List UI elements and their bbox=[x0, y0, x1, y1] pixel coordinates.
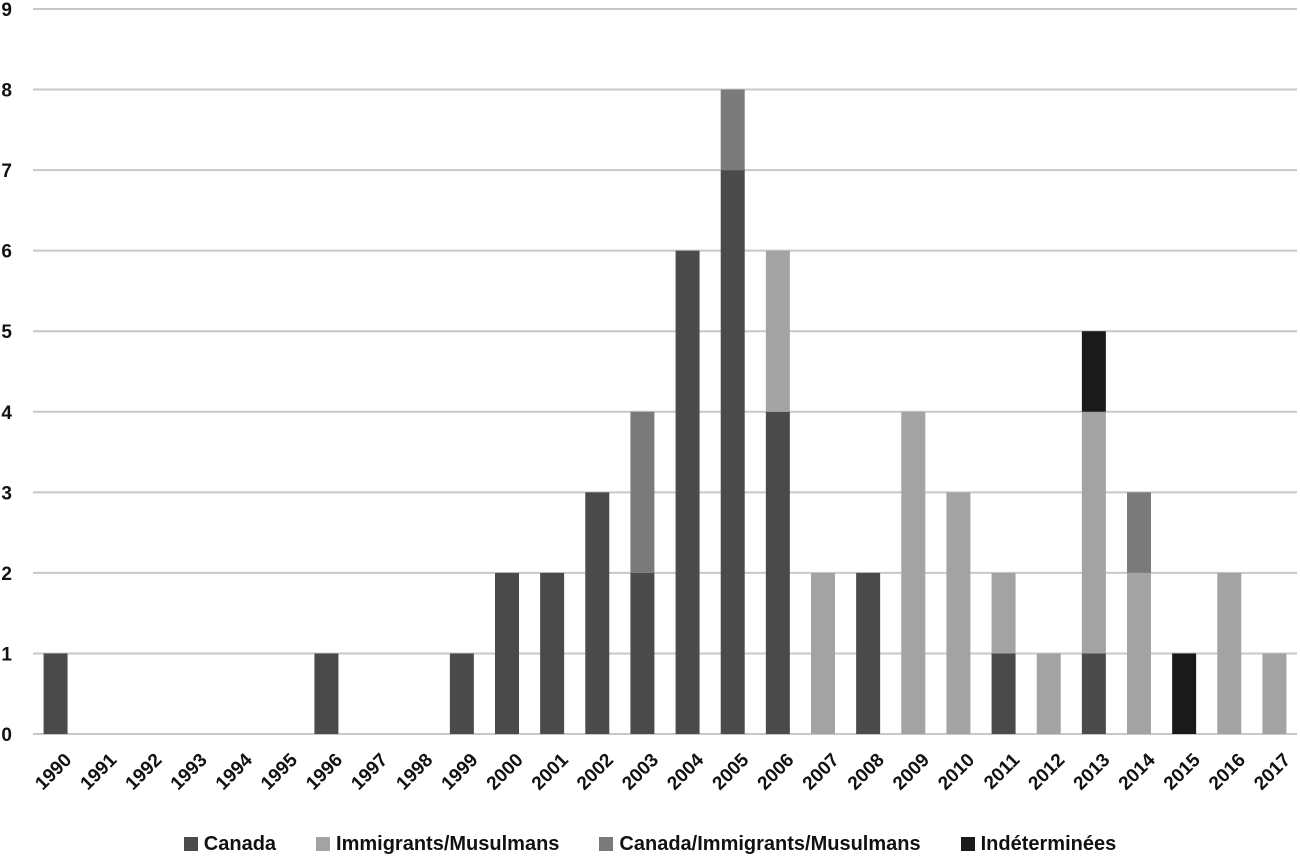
x-tick-label: 2008 bbox=[844, 750, 889, 795]
x-tick-label: 1990 bbox=[31, 750, 76, 795]
bar-segment bbox=[1036, 653, 1061, 734]
x-tick-label: 1997 bbox=[347, 750, 392, 795]
bar-segment bbox=[1217, 572, 1242, 734]
bar-segment bbox=[314, 653, 339, 734]
x-tick-label: 1994 bbox=[212, 749, 257, 794]
x-tick-label: 2006 bbox=[754, 750, 799, 795]
x-axis-ticks: 1990 1991 1992 1993 1994 1995 1996 1997 1998 1999… bbox=[31, 749, 1295, 794]
y-tick-label: 9 bbox=[1, 0, 12, 21]
legend-swatch bbox=[316, 837, 331, 851]
legend-item-canada: Canada bbox=[183, 832, 277, 856]
legend-item-canada-immigrants-musulmans: Canada/Immigrants/Musulmans bbox=[599, 832, 921, 856]
bar-segment bbox=[630, 572, 655, 734]
x-tick-label: 2007 bbox=[799, 750, 844, 795]
bar-segment bbox=[585, 492, 610, 734]
y-tick-label: 7 bbox=[1, 161, 12, 182]
bars bbox=[43, 89, 1287, 735]
x-tick-label: 2002 bbox=[573, 750, 618, 795]
bar-segment bbox=[720, 170, 745, 735]
gridlines bbox=[33, 8, 1297, 735]
bar-segment bbox=[991, 572, 1016, 654]
x-tick-label: 2013 bbox=[1070, 750, 1115, 795]
y-tick-label: 0 bbox=[1, 725, 12, 746]
x-tick-label: 1998 bbox=[393, 750, 438, 795]
x-tick-label: 1992 bbox=[122, 750, 167, 795]
bar-segment bbox=[720, 89, 745, 171]
bar-segment bbox=[495, 572, 519, 734]
x-tick-label: 2017 bbox=[1250, 750, 1295, 795]
x-tick-label: 1991 bbox=[77, 749, 122, 794]
bar-segment bbox=[1081, 653, 1106, 734]
legend-label: Indéterminées bbox=[980, 832, 1117, 855]
bar-segment bbox=[1127, 572, 1151, 734]
x-tick-label: 1995 bbox=[257, 749, 302, 794]
x-tick-label: 2003 bbox=[618, 750, 663, 795]
bar-segment bbox=[1172, 653, 1197, 734]
x-tick-label: 2011 bbox=[980, 749, 1024, 793]
bar-segment bbox=[901, 411, 926, 734]
bar-segment bbox=[43, 653, 68, 734]
y-tick-label: 8 bbox=[1, 81, 12, 102]
y-tick-label: 1 bbox=[1, 644, 12, 665]
legend-item-immigrants-musulmans: Immigrants/Musulmans bbox=[316, 833, 559, 856]
legend-item-indeterminees: Indéterminées bbox=[960, 832, 1117, 856]
x-tick-label: 2014 bbox=[1115, 749, 1160, 794]
legend-label: Canada bbox=[203, 832, 277, 855]
x-tick-label: 2015 bbox=[1160, 749, 1205, 794]
x-tick-label: 1999 bbox=[438, 750, 483, 795]
legend-label: Canada/Immigrants/Musulmans bbox=[619, 832, 921, 855]
bar-segment bbox=[991, 653, 1016, 734]
bar-segment bbox=[675, 250, 700, 734]
y-tick-label: 2 bbox=[1, 564, 12, 585]
bar-segment bbox=[1081, 411, 1106, 654]
legend-label: Immigrants/Musulmans bbox=[336, 832, 560, 855]
bar-segment bbox=[811, 572, 835, 734]
x-tick-label: 2016 bbox=[1205, 750, 1250, 795]
y-tick-label: 4 bbox=[1, 403, 12, 424]
bar-segment bbox=[1262, 653, 1287, 734]
bar-segment bbox=[1127, 492, 1151, 573]
y-tick-label: 6 bbox=[1, 242, 12, 263]
y-axis-ticks: 0 1 2 3 4 5 6 7 8 9 bbox=[1, 0, 12, 746]
bar-segment bbox=[540, 572, 565, 734]
bar-segment bbox=[946, 492, 971, 734]
x-tick-label: 2012 bbox=[1025, 750, 1070, 795]
x-tick-label: 2010 bbox=[934, 750, 979, 795]
legend-swatch bbox=[960, 837, 975, 851]
bar-segment bbox=[765, 411, 790, 734]
y-tick-label: 5 bbox=[1, 322, 12, 343]
x-tick-label: 2000 bbox=[483, 750, 528, 795]
x-tick-label: 1996 bbox=[302, 750, 347, 795]
bar-segment bbox=[856, 572, 881, 734]
x-tick-label: 2009 bbox=[889, 750, 934, 795]
x-tick-label: 1993 bbox=[167, 750, 212, 795]
bar-segment bbox=[630, 411, 655, 573]
x-tick-label: 2001 bbox=[528, 749, 573, 794]
x-tick-label: 2004 bbox=[663, 749, 708, 794]
legend-swatch bbox=[183, 837, 198, 851]
legend: Canada Immigrants/Musulmans Canada/Immig… bbox=[0, 830, 1300, 858]
bar-segment bbox=[449, 653, 474, 734]
y-tick-label: 3 bbox=[1, 483, 12, 504]
legend-swatch bbox=[599, 837, 614, 851]
x-tick-label: 2005 bbox=[709, 749, 754, 794]
bar-segment bbox=[765, 250, 790, 412]
bar-segment bbox=[1081, 331, 1106, 412]
